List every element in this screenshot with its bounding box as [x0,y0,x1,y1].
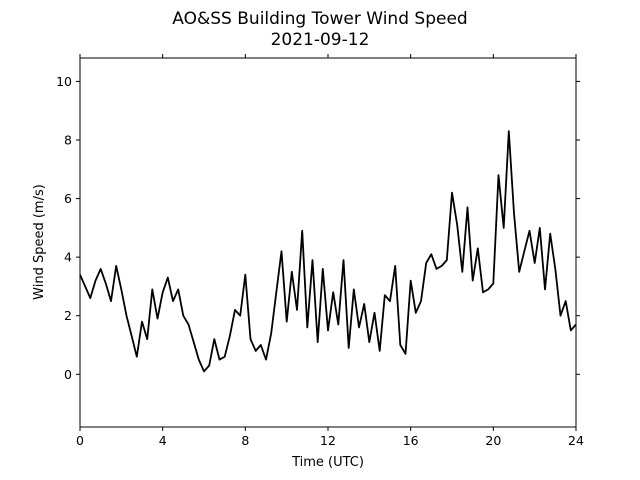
x-axis-label: Time (UTC) [291,455,364,470]
x-tick-label: 0 [76,433,84,448]
x-tick-label: 20 [485,433,501,448]
x-tick-label: 4 [159,433,167,448]
x-tick-label: 24 [568,433,584,448]
x-axis-ticks: 0 4 8 12 16 20 24 [76,54,584,448]
plot-frame [79,57,577,428]
y-tick-label: 2 [64,308,72,323]
y-tick-label: 8 [64,133,72,148]
x-tick-label: 16 [403,433,419,448]
chart-subtitle: 2021-09-12 [271,30,370,50]
x-tick-label: 12 [320,433,336,448]
y-tick-label: 6 [64,191,72,206]
chart-title: AO&SS Building Tower Wind Speed [172,9,467,29]
y-axis-ticks: 0 2 4 6 8 10 [56,74,580,382]
y-tick-label: 0 [64,367,72,382]
wind-speed-series-line [79,130,577,373]
y-tick-label: 10 [56,74,72,89]
series-layer [79,130,577,373]
y-tick-label: 4 [64,250,72,265]
x-tick-label: 8 [241,433,249,448]
y-axis-label: Wind Speed (m/s) [32,184,47,300]
